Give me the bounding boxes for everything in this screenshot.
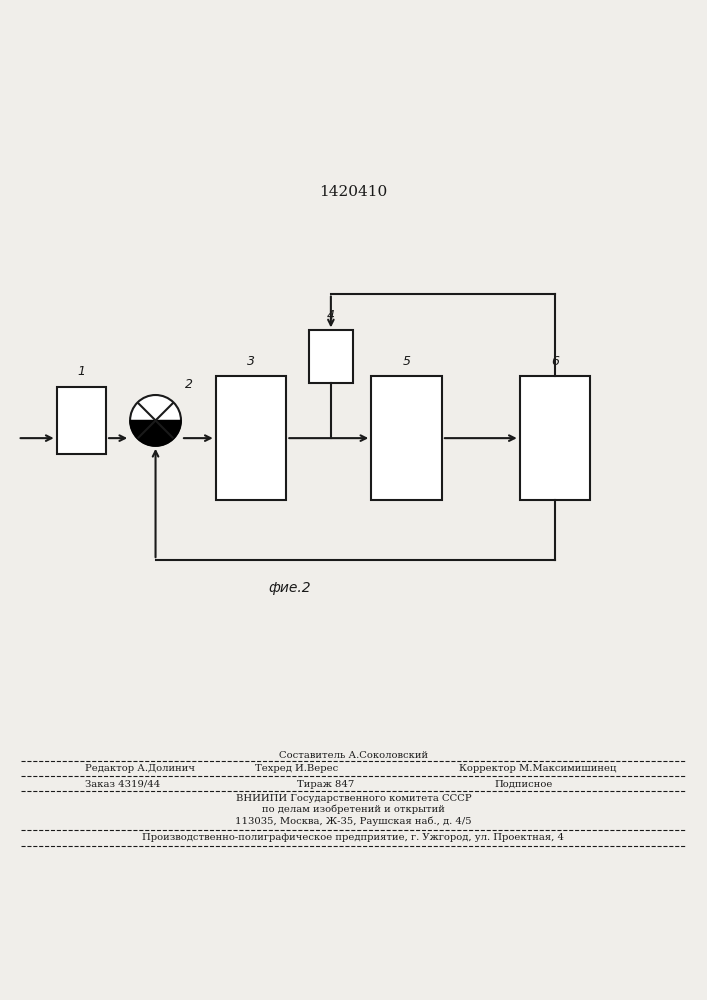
Text: 1420410: 1420410 — [320, 185, 387, 199]
Text: Заказ 4319/44: Заказ 4319/44 — [85, 780, 160, 789]
Text: Составитель А.Соколовский: Составитель А.Соколовский — [279, 751, 428, 760]
Bar — [57, 387, 106, 454]
Bar — [309, 330, 353, 383]
Text: 4: 4 — [327, 309, 335, 322]
Text: Тираж 847: Тираж 847 — [297, 780, 354, 789]
Text: 5: 5 — [402, 355, 411, 368]
Text: 1: 1 — [77, 365, 86, 378]
Bar — [520, 376, 590, 500]
Text: Техред И.Верес: Техред И.Верес — [255, 764, 339, 773]
Text: 113035, Москва, Ж-35, Раушская наб., д. 4/5: 113035, Москва, Ж-35, Раушская наб., д. … — [235, 816, 472, 826]
Text: 6: 6 — [551, 355, 559, 368]
Circle shape — [130, 395, 181, 446]
Polygon shape — [130, 420, 181, 446]
Text: 3: 3 — [247, 355, 255, 368]
Bar — [371, 376, 442, 500]
Text: Корректор М.Максимишинец: Корректор М.Максимишинец — [459, 764, 616, 773]
Bar — [216, 376, 286, 500]
Text: Редактор А.Долинич: Редактор А.Долинич — [85, 764, 195, 773]
Text: по делам изобретений и открытий: по делам изобретений и открытий — [262, 805, 445, 814]
Text: 2: 2 — [185, 378, 192, 391]
Text: Производственно-полиграфическое предприятие, г. Ужгород, ул. Проектная, 4: Производственно-полиграфическое предприя… — [143, 833, 564, 842]
Text: Подписное: Подписное — [494, 780, 552, 789]
Text: фие.2: фие.2 — [269, 581, 311, 595]
Text: ВНИИПИ Государственного комитета СССР: ВНИИПИ Государственного комитета СССР — [235, 794, 472, 803]
